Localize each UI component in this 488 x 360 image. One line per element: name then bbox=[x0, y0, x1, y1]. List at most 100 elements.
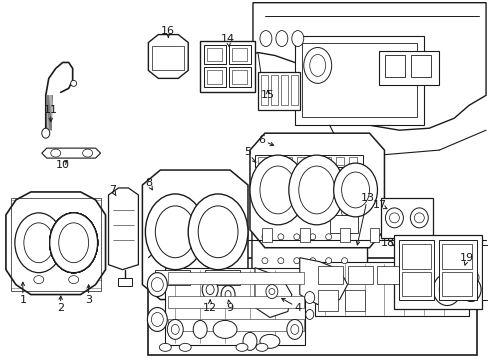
Bar bbox=[270, 75, 277, 105]
Bar bbox=[11, 198, 101, 291]
Bar bbox=[347, 266, 372, 284]
Ellipse shape bbox=[262, 186, 267, 192]
Ellipse shape bbox=[59, 223, 88, 263]
Ellipse shape bbox=[277, 162, 283, 168]
Bar bbox=[148, 258, 476, 355]
Ellipse shape bbox=[221, 285, 235, 303]
Ellipse shape bbox=[82, 149, 92, 157]
Text: 19: 19 bbox=[459, 253, 473, 263]
Ellipse shape bbox=[309, 258, 315, 264]
Ellipse shape bbox=[409, 208, 427, 228]
Ellipse shape bbox=[262, 258, 267, 264]
Ellipse shape bbox=[236, 343, 247, 351]
Ellipse shape bbox=[291, 31, 303, 46]
Ellipse shape bbox=[293, 210, 299, 216]
Ellipse shape bbox=[59, 223, 88, 263]
Text: 2: 2 bbox=[57, 302, 64, 312]
Bar bbox=[165, 268, 304, 345]
Ellipse shape bbox=[303, 48, 331, 84]
Ellipse shape bbox=[262, 234, 267, 240]
Bar bbox=[200, 41, 254, 92]
Bar bbox=[348, 157, 356, 165]
Bar bbox=[205, 270, 240, 285]
Ellipse shape bbox=[147, 273, 167, 297]
Bar bbox=[283, 157, 291, 165]
Ellipse shape bbox=[268, 289, 274, 294]
Bar bbox=[258, 157, 265, 165]
Bar bbox=[152, 45, 184, 71]
Bar bbox=[381, 198, 432, 238]
Ellipse shape bbox=[34, 276, 44, 284]
Ellipse shape bbox=[325, 258, 331, 264]
Ellipse shape bbox=[145, 194, 205, 270]
Ellipse shape bbox=[50, 213, 98, 273]
Ellipse shape bbox=[50, 213, 98, 273]
Bar bbox=[294, 36, 424, 125]
Text: 12: 12 bbox=[203, 302, 217, 312]
Bar bbox=[481, 245, 487, 300]
Bar bbox=[254, 155, 362, 167]
Ellipse shape bbox=[293, 162, 299, 168]
Ellipse shape bbox=[188, 194, 247, 270]
Ellipse shape bbox=[290, 324, 298, 334]
Bar bbox=[261, 75, 267, 105]
Ellipse shape bbox=[206, 285, 214, 294]
Ellipse shape bbox=[277, 186, 283, 192]
Ellipse shape bbox=[151, 312, 163, 327]
Ellipse shape bbox=[293, 186, 299, 192]
Text: 1: 1 bbox=[20, 294, 26, 305]
Bar bbox=[262, 228, 271, 242]
Ellipse shape bbox=[341, 234, 347, 240]
Bar bbox=[379, 50, 438, 85]
Bar bbox=[299, 228, 309, 242]
Bar bbox=[228, 67, 250, 87]
Ellipse shape bbox=[255, 343, 267, 351]
Polygon shape bbox=[6, 192, 105, 294]
Bar bbox=[309, 157, 317, 165]
Ellipse shape bbox=[59, 223, 88, 263]
Bar bbox=[402, 244, 430, 269]
Ellipse shape bbox=[15, 213, 62, 273]
Ellipse shape bbox=[304, 292, 314, 303]
Ellipse shape bbox=[171, 324, 179, 334]
Ellipse shape bbox=[385, 208, 403, 228]
Ellipse shape bbox=[286, 319, 302, 339]
Ellipse shape bbox=[50, 213, 98, 273]
Bar bbox=[118, 278, 132, 285]
Bar bbox=[203, 45, 225, 64]
Bar bbox=[168, 272, 303, 284]
Ellipse shape bbox=[341, 172, 369, 208]
Ellipse shape bbox=[179, 343, 191, 351]
Ellipse shape bbox=[325, 234, 331, 240]
Ellipse shape bbox=[298, 166, 334, 214]
Polygon shape bbox=[249, 133, 384, 248]
Bar bbox=[203, 67, 225, 87]
Ellipse shape bbox=[333, 163, 377, 217]
Ellipse shape bbox=[293, 258, 299, 264]
Polygon shape bbox=[254, 268, 291, 318]
Ellipse shape bbox=[213, 320, 237, 338]
Ellipse shape bbox=[341, 186, 347, 192]
Ellipse shape bbox=[309, 54, 325, 76]
Bar bbox=[385, 55, 405, 77]
Bar bbox=[407, 266, 431, 284]
Ellipse shape bbox=[50, 213, 98, 273]
Polygon shape bbox=[41, 148, 101, 158]
Bar bbox=[258, 72, 299, 110]
Ellipse shape bbox=[41, 128, 50, 138]
Text: 10: 10 bbox=[56, 160, 70, 170]
Bar bbox=[155, 270, 190, 285]
Ellipse shape bbox=[202, 280, 218, 300]
Bar bbox=[207, 71, 222, 84]
Polygon shape bbox=[108, 188, 138, 270]
Ellipse shape bbox=[224, 291, 230, 298]
Text: 9: 9 bbox=[226, 302, 233, 312]
Ellipse shape bbox=[275, 31, 287, 46]
Bar bbox=[438, 240, 476, 300]
Bar bbox=[377, 266, 402, 284]
Bar bbox=[290, 75, 297, 105]
Text: 11: 11 bbox=[43, 105, 58, 115]
Bar bbox=[441, 272, 471, 296]
Bar bbox=[207, 48, 222, 62]
Bar bbox=[314, 262, 468, 316]
